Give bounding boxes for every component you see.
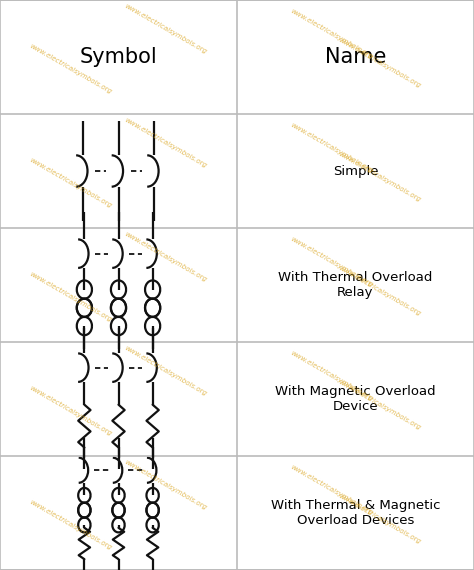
Text: www.electricalsymbols.org: www.electricalsymbols.org [29, 384, 113, 437]
Text: www.electricalsymbols.org: www.electricalsymbols.org [290, 122, 374, 174]
Text: With Thermal & Magnetic
Overload Devices: With Thermal & Magnetic Overload Devices [271, 499, 440, 527]
Text: www.electricalsymbols.org: www.electricalsymbols.org [29, 270, 113, 323]
Text: www.electricalsymbols.org: www.electricalsymbols.org [337, 150, 421, 203]
Text: www.electricalsymbols.org: www.electricalsymbols.org [124, 2, 208, 55]
Text: www.electricalsymbols.org: www.electricalsymbols.org [29, 156, 113, 209]
Text: With Magnetic Overload
Device: With Magnetic Overload Device [275, 385, 436, 413]
Text: www.electricalsymbols.org: www.electricalsymbols.org [337, 264, 421, 317]
Text: www.electricalsymbols.org: www.electricalsymbols.org [29, 42, 113, 95]
Text: www.electricalsymbols.org: www.electricalsymbols.org [337, 492, 421, 545]
Text: www.electricalsymbols.org: www.electricalsymbols.org [124, 230, 208, 283]
Text: www.electricalsymbols.org: www.electricalsymbols.org [337, 36, 421, 89]
Text: www.electricalsymbols.org: www.electricalsymbols.org [29, 498, 113, 551]
Text: www.electricalsymbols.org: www.electricalsymbols.org [124, 458, 208, 511]
Text: www.electricalsymbols.org: www.electricalsymbols.org [290, 8, 374, 60]
Text: www.electricalsymbols.org: www.electricalsymbols.org [290, 464, 374, 516]
Text: Simple: Simple [333, 165, 378, 177]
Text: www.electricalsymbols.org: www.electricalsymbols.org [124, 344, 208, 397]
Text: www.electricalsymbols.org: www.electricalsymbols.org [337, 378, 421, 431]
Text: With Thermal Overload
Relay: With Thermal Overload Relay [278, 271, 433, 299]
Text: Symbol: Symbol [80, 47, 157, 67]
Text: www.electricalsymbols.org: www.electricalsymbols.org [290, 350, 374, 402]
Text: www.electricalsymbols.org: www.electricalsymbols.org [290, 236, 374, 288]
Text: Name: Name [325, 47, 386, 67]
Text: www.electricalsymbols.org: www.electricalsymbols.org [124, 116, 208, 169]
